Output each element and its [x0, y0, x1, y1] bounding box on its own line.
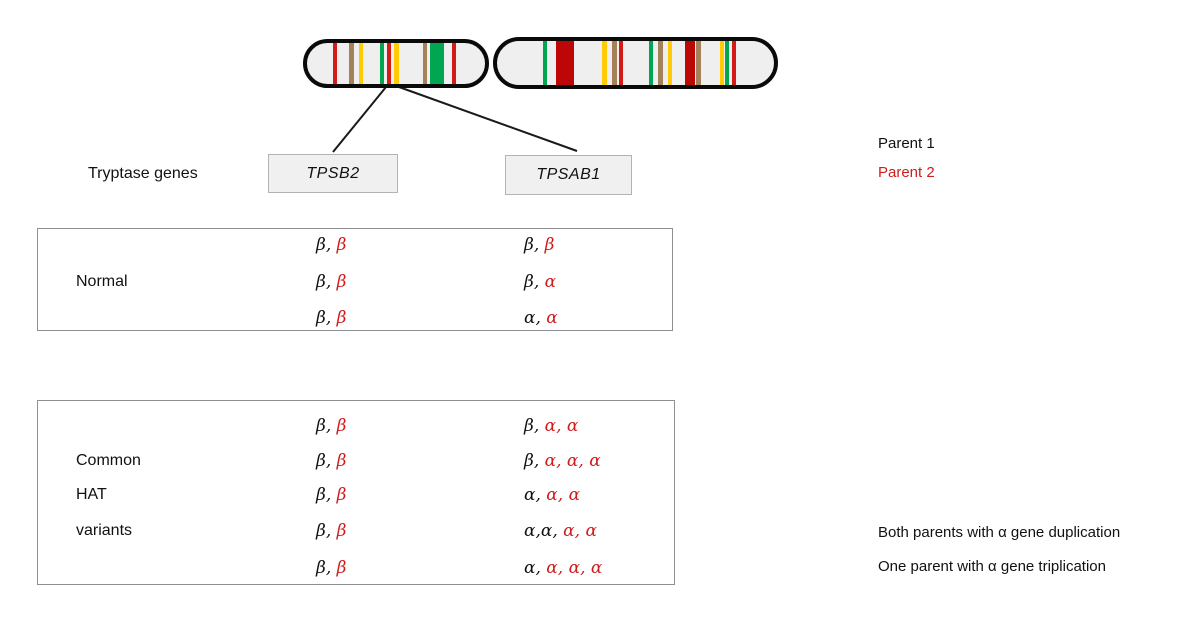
yellow-band	[668, 41, 672, 85]
parent2-alleles: β	[336, 235, 347, 255]
tpsab1-genotype: α, α, α, α	[524, 557, 602, 579]
parent2-alleles: α, α	[546, 485, 581, 505]
parent1-alleles: β,	[316, 272, 337, 292]
tpsab1-genotype: β, β	[524, 234, 554, 256]
brown-band	[612, 41, 617, 85]
hat-label-line3: variants	[76, 522, 133, 539]
hat-label-line2: HAT	[76, 486, 107, 503]
green-band	[649, 41, 653, 85]
yellow-band	[720, 41, 724, 85]
parent2-alleles: α	[546, 308, 558, 328]
chromosome-q-arm	[493, 37, 778, 89]
yellow-band	[359, 43, 363, 84]
brown-band	[423, 43, 427, 84]
parent1-alleles: β,	[316, 308, 337, 328]
parent2-alleles: α, α, α	[546, 558, 603, 578]
parent1-alleles: α,	[524, 558, 547, 578]
green-band	[725, 41, 729, 85]
parent2-alleles: β	[336, 485, 347, 505]
normal-label: Normal	[76, 273, 128, 290]
tpsb2-genotype: β, β	[316, 520, 346, 542]
legend-parent1: Parent 1	[878, 135, 935, 152]
parent1-alleles: β,	[524, 272, 545, 292]
parent2-alleles: α	[544, 272, 557, 292]
genotype-row: β, β α, α	[38, 307, 672, 329]
parent2-alleles: β	[336, 558, 347, 578]
tpsb2-genotype: β, β	[316, 557, 346, 579]
tpsb2-genotype: β, β	[316, 484, 346, 506]
tpsb2-genotype: β, β	[316, 307, 346, 329]
parent2-alleles: β	[336, 308, 347, 328]
tpsab1-genotype: α, α, α	[524, 484, 580, 506]
parent1-alleles: β,	[316, 521, 337, 541]
genotype-row: β, β α, α, α	[38, 484, 674, 506]
annotation-triplication: One parent with α gene triplication	[878, 558, 1106, 575]
parent1-alleles: α,	[524, 485, 547, 505]
brown-band	[658, 41, 663, 85]
parent1-alleles: α,	[524, 308, 547, 328]
tpsb2-genotype: β, β	[316, 234, 346, 256]
red-band	[452, 43, 456, 84]
parent1-alleles: β,	[316, 416, 337, 436]
genotype-row: β, β β, α, α	[38, 415, 674, 437]
connector-line-tpsab1	[398, 86, 578, 152]
normal-genotypes-box: Normal β, β β, β β, β β, α β, β α, α	[37, 228, 673, 331]
tpsb2-genotype: β, β	[316, 415, 346, 437]
tryptase-genes-label: Tryptase genes	[88, 165, 198, 182]
darkred-band	[685, 41, 695, 85]
gene-label-tpsb2: TPSB2	[306, 164, 360, 182]
parent1-alleles: β,	[524, 451, 545, 471]
genotype-row: β, β α, α, α, α	[38, 557, 674, 579]
red-band	[387, 43, 391, 84]
tpsb2-genotype: β, β	[316, 450, 346, 472]
chromosome-p-arm	[303, 39, 489, 88]
parent1-alleles: β,	[524, 235, 545, 255]
tpsab1-genotype: β, α, α, α	[524, 450, 601, 472]
gene-box-tpsb2: TPSB2	[268, 154, 398, 193]
hat-variants-box: Common HAT variants β, β β, α, α β, β β,…	[37, 400, 675, 585]
parent2-alleles: β	[336, 416, 347, 436]
parent1-alleles: β,	[316, 558, 337, 578]
parent1-alleles: β,	[316, 451, 337, 471]
parent1-alleles: β,	[316, 485, 337, 505]
yellow-band	[602, 41, 607, 85]
parent2-alleles: β	[544, 235, 555, 255]
genotype-row: β, β β, α, α, α	[38, 450, 674, 472]
yellow-band	[394, 43, 399, 84]
tpsb2-genotype: β, β	[316, 271, 346, 293]
red-band	[333, 43, 337, 84]
parent2-alleles: β	[336, 272, 347, 292]
gene-box-tpsab1: TPSAB1	[505, 155, 632, 195]
green-band	[380, 43, 384, 84]
hat-label-line1: Common	[76, 452, 141, 469]
legend-parent2: Parent 2	[878, 164, 935, 181]
connector-line-tpsb2	[332, 86, 387, 153]
red-band	[732, 41, 736, 85]
parent1-alleles: β,	[316, 235, 337, 255]
green-band	[430, 43, 444, 84]
green-band	[543, 41, 547, 85]
parent2-alleles: β	[336, 521, 347, 541]
parent2-alleles: α, α, α	[544, 451, 601, 471]
parent2-alleles: α, α	[563, 521, 597, 541]
tpsab1-genotype: α,α, α, α	[524, 520, 597, 542]
darkred-band	[556, 41, 574, 85]
parent1-alleles: α,α,	[524, 521, 564, 541]
parent2-alleles: β	[336, 451, 347, 471]
annotation-duplication: Both parents with α gene duplication	[878, 524, 1121, 541]
parent1-alleles: β,	[524, 416, 545, 436]
genotype-row: β, β β, β	[38, 234, 672, 256]
tpsab1-genotype: β, α	[524, 271, 556, 293]
genotype-row: β, β β, α	[38, 271, 672, 293]
tpsab1-genotype: α, α	[524, 307, 558, 329]
brown-band	[349, 43, 354, 84]
genotype-row: β, β α,α, α, α	[38, 520, 674, 542]
gene-label-tpsab1: TPSAB1	[536, 166, 601, 183]
parent2-alleles: α, α	[544, 416, 579, 436]
brown-band	[696, 41, 701, 85]
tpsab1-genotype: β, α, α	[524, 415, 578, 437]
red-band	[619, 41, 623, 85]
